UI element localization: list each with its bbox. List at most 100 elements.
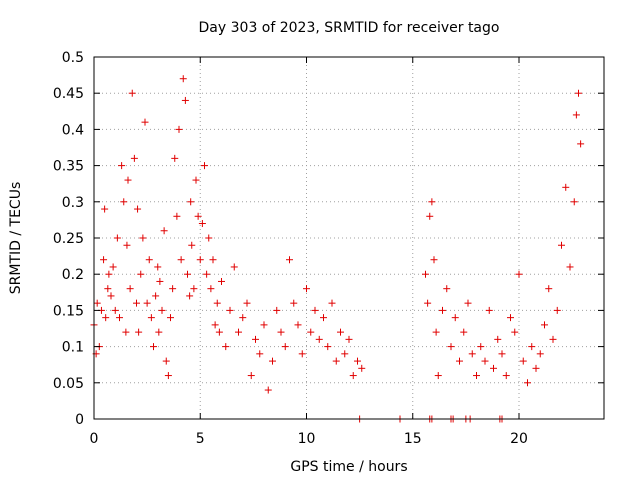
data-point xyxy=(164,372,172,380)
data-point xyxy=(160,227,168,235)
y-tick-label: 0.3 xyxy=(62,195,84,211)
data-point xyxy=(434,372,442,380)
data-point xyxy=(464,299,472,307)
y-tick-label: 0.45 xyxy=(53,86,84,102)
data-point xyxy=(177,256,185,264)
data-point xyxy=(120,198,128,206)
data-point xyxy=(188,241,196,249)
data-point xyxy=(575,89,582,97)
y-tick-label: 0.25 xyxy=(53,231,84,247)
data-point xyxy=(260,321,268,329)
data-point xyxy=(196,256,204,264)
data-point xyxy=(123,241,131,249)
data-point xyxy=(143,299,151,307)
data-point xyxy=(269,357,276,365)
data-point xyxy=(209,256,217,264)
data-point xyxy=(341,350,349,358)
data-point xyxy=(430,256,438,264)
data-point xyxy=(541,321,548,329)
data-point xyxy=(252,335,259,343)
data-point xyxy=(100,256,108,264)
data-point xyxy=(428,198,436,206)
data-point xyxy=(113,234,121,242)
data-point xyxy=(235,328,242,336)
data-point xyxy=(328,299,336,307)
y-tick-label: 0.05 xyxy=(53,376,84,392)
data-point xyxy=(443,285,451,293)
data-point xyxy=(447,343,455,351)
data-point xyxy=(124,176,132,184)
data-point xyxy=(511,328,519,336)
data-point xyxy=(528,343,536,351)
data-point xyxy=(477,343,485,351)
data-point xyxy=(218,277,225,285)
x-axis-ticks: 0 5 10 15 20 xyxy=(90,57,528,447)
data-point xyxy=(150,343,157,351)
data-point xyxy=(171,154,179,162)
data-point xyxy=(213,299,221,307)
data-point xyxy=(105,270,113,278)
data-point xyxy=(175,125,183,133)
data-point xyxy=(104,285,112,293)
data-point xyxy=(432,328,440,336)
data-point xyxy=(215,328,223,336)
data-point xyxy=(549,335,557,343)
data-point xyxy=(135,328,143,336)
y-tick-label: 0 xyxy=(75,412,84,428)
data-point xyxy=(515,270,523,278)
data-point xyxy=(494,335,502,343)
data-point xyxy=(239,314,247,322)
data-point xyxy=(519,357,527,365)
data-point xyxy=(349,372,357,380)
data-point xyxy=(194,212,202,220)
data-point xyxy=(201,162,208,170)
x-tick-label: 5 xyxy=(196,431,205,447)
data-point xyxy=(320,314,327,322)
data-point xyxy=(303,285,310,293)
data-point xyxy=(192,176,200,184)
data-point xyxy=(277,328,285,336)
data-point xyxy=(294,321,302,329)
y-tick-label: 0.15 xyxy=(53,303,84,319)
x-tick-label: 15 xyxy=(404,431,422,447)
data-point xyxy=(456,357,463,365)
data-point xyxy=(426,212,434,220)
data-point xyxy=(422,270,429,278)
data-point xyxy=(358,364,366,372)
data-point xyxy=(126,285,134,293)
data-point xyxy=(460,328,468,336)
data-point xyxy=(107,292,115,300)
grid xyxy=(94,57,604,419)
data-point xyxy=(130,154,138,162)
data-point xyxy=(562,183,570,191)
data-point xyxy=(332,357,340,365)
y-axis-ticks: 0 0.05 0.1 0.15 0.2 0.25 0.3 0.35 0.4 0.45 0.5 xyxy=(53,50,604,428)
data-markers xyxy=(90,75,585,423)
y-tick-label: 0.1 xyxy=(62,340,84,356)
data-point xyxy=(307,328,315,336)
data-point xyxy=(134,205,142,213)
data-point xyxy=(128,89,136,97)
data-point xyxy=(481,357,489,365)
data-point xyxy=(158,306,166,314)
data-point xyxy=(315,335,323,343)
data-point xyxy=(281,343,289,351)
data-point xyxy=(473,372,480,380)
data-point xyxy=(324,343,332,351)
data-point xyxy=(222,343,230,351)
data-point xyxy=(93,299,101,307)
data-point xyxy=(424,299,432,307)
data-point xyxy=(186,292,194,300)
data-point xyxy=(184,270,191,278)
x-axis-label: GPS time / hours xyxy=(290,459,407,475)
data-point xyxy=(577,140,585,148)
x-tick-label: 10 xyxy=(298,431,316,447)
data-point xyxy=(198,220,206,228)
data-point xyxy=(116,314,123,322)
data-point xyxy=(298,350,306,358)
data-point xyxy=(190,285,198,293)
data-point xyxy=(264,386,272,394)
data-point xyxy=(122,328,130,336)
data-point xyxy=(558,241,565,249)
